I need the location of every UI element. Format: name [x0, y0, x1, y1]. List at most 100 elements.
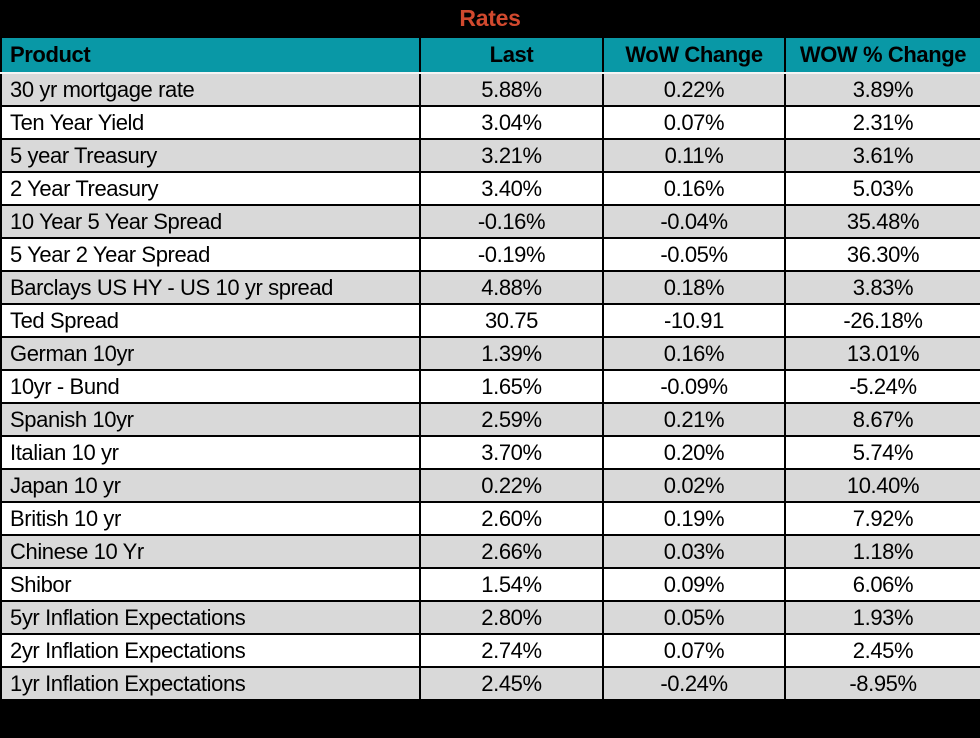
table-row: Ted Spread 30.75 -10.91 -26.18% [0, 303, 980, 338]
value-cell: -5.24% [784, 369, 980, 404]
value-cell: -8.95% [784, 666, 980, 704]
header-row: Product Last WoW Change WOW % Change [0, 36, 980, 74]
table-row: Chinese 10 Yr 2.66% 0.03% 1.18% [0, 534, 980, 569]
product-cell: 5 year Treasury [0, 138, 421, 173]
product-cell: 30 yr mortgage rate [0, 72, 421, 107]
table-row: 5 Year 2 Year Spread -0.19% -0.05% 36.30% [0, 237, 980, 272]
value-cell: 1.54% [419, 567, 604, 602]
value-cell: 0.16% [602, 171, 786, 206]
value-cell: 7.92% [784, 501, 980, 536]
rates-table: Product Last WoW Change WOW % Change 30 yr … [0, 36, 980, 704]
value-cell: 5.88% [419, 72, 604, 107]
column-header-3: WOW % Change [784, 36, 980, 74]
value-cell: 10.40% [784, 468, 980, 503]
value-cell: 1.39% [419, 336, 604, 371]
table-row: German 10yr 1.39% 0.16% 13.01% [0, 336, 980, 371]
table-body: 30 yr mortgage rate 5.88% 0.22% 3.89% Ten Ye… [0, 72, 980, 704]
value-cell: 2.80% [419, 600, 604, 635]
value-cell: 0.11% [602, 138, 786, 173]
value-cell: 1.65% [419, 369, 604, 404]
value-cell: 0.16% [602, 336, 786, 371]
value-cell: 36.30% [784, 237, 980, 272]
product-cell: Ted Spread [0, 303, 421, 338]
value-cell: 0.02% [602, 468, 786, 503]
table-header: Product Last WoW Change WOW % Change [0, 36, 980, 74]
value-cell: 2.60% [419, 501, 604, 536]
table-row: 1yr Inflation Expectations 2.45% -0.24% -8.… [0, 666, 980, 704]
title-bar: Rates [0, 0, 980, 36]
value-cell: 0.19% [602, 501, 786, 536]
value-cell: 0.05% [602, 600, 786, 635]
value-cell: 3.21% [419, 138, 604, 173]
value-cell: 3.04% [419, 105, 604, 140]
value-cell: 2.74% [419, 633, 604, 668]
value-cell: 0.21% [602, 402, 786, 437]
value-cell: 5.74% [784, 435, 980, 470]
value-cell: 2.45% [419, 666, 604, 704]
value-cell: 0.22% [419, 468, 604, 503]
product-cell: British 10 yr [0, 501, 421, 536]
value-cell: 2.45% [784, 633, 980, 668]
value-cell: 0.22% [602, 72, 786, 107]
table-row: British 10 yr 2.60% 0.19% 7.92% [0, 501, 980, 536]
value-cell: 0.03% [602, 534, 786, 569]
value-cell: 2.31% [784, 105, 980, 140]
value-cell: 5.03% [784, 171, 980, 206]
value-cell: -0.09% [602, 369, 786, 404]
value-cell: -10.91 [602, 303, 786, 338]
value-cell: 3.89% [784, 72, 980, 107]
product-cell: Ten Year Yield [0, 105, 421, 140]
product-cell: Italian 10 yr [0, 435, 421, 470]
column-header-1: Last [419, 36, 604, 74]
table-row: 2yr Inflation Expectations 2.74% 0.07% 2.45… [0, 633, 980, 668]
product-cell: Spanish 10yr [0, 402, 421, 437]
table-row: 10 Year 5 Year Spread -0.16% -0.04% 35.48% [0, 204, 980, 239]
value-cell: 3.70% [419, 435, 604, 470]
product-cell: Barclays US HY - US 10 yr spread [0, 270, 421, 305]
table-row: 2 Year Treasury 3.40% 0.16% 5.03% [0, 171, 980, 206]
table-row: 5 year Treasury 3.21% 0.11% 3.61% [0, 138, 980, 173]
value-cell: -0.24% [602, 666, 786, 704]
value-cell: 3.40% [419, 171, 604, 206]
table-title: Rates [459, 4, 521, 31]
value-cell: 0.20% [602, 435, 786, 470]
value-cell: 3.61% [784, 138, 980, 173]
value-cell: -0.16% [419, 204, 604, 239]
product-cell: Japan 10 yr [0, 468, 421, 503]
value-cell: 0.09% [602, 567, 786, 602]
product-cell: Shibor [0, 567, 421, 602]
value-cell: 6.06% [784, 567, 980, 602]
value-cell: 0.07% [602, 633, 786, 668]
table-row: 10yr - Bund 1.65% -0.09% -5.24% [0, 369, 980, 404]
product-cell: Chinese 10 Yr [0, 534, 421, 569]
value-cell: 0.18% [602, 270, 786, 305]
value-cell: 30.75 [419, 303, 604, 338]
table-row: Ten Year Yield 3.04% 0.07% 2.31% [0, 105, 980, 140]
table-row: Spanish 10yr 2.59% 0.21% 8.67% [0, 402, 980, 437]
table-row: 30 yr mortgage rate 5.88% 0.22% 3.89% [0, 72, 980, 107]
column-header-2: WoW Change [602, 36, 786, 74]
value-cell: 2.59% [419, 402, 604, 437]
value-cell: 35.48% [784, 204, 980, 239]
value-cell: 1.93% [784, 600, 980, 635]
value-cell: 13.01% [784, 336, 980, 371]
table-row: Japan 10 yr 0.22% 0.02% 10.40% [0, 468, 980, 503]
value-cell: -0.19% [419, 237, 604, 272]
column-header-0: Product [0, 36, 421, 74]
value-cell: 1.18% [784, 534, 980, 569]
product-cell: 5yr Inflation Expectations [0, 600, 421, 635]
product-cell: 10yr - Bund [0, 369, 421, 404]
product-cell: German 10yr [0, 336, 421, 371]
value-cell: 4.88% [419, 270, 604, 305]
table-row: Italian 10 yr 3.70% 0.20% 5.74% [0, 435, 980, 470]
value-cell: 8.67% [784, 402, 980, 437]
table-row: Barclays US HY - US 10 yr spread 4.88% 0.1… [0, 270, 980, 305]
value-cell: 2.66% [419, 534, 604, 569]
product-cell: 2yr Inflation Expectations [0, 633, 421, 668]
value-cell: -0.05% [602, 237, 786, 272]
value-cell: -26.18% [784, 303, 980, 338]
product-cell: 2 Year Treasury [0, 171, 421, 206]
product-cell: 5 Year 2 Year Spread [0, 237, 421, 272]
value-cell: -0.04% [602, 204, 786, 239]
